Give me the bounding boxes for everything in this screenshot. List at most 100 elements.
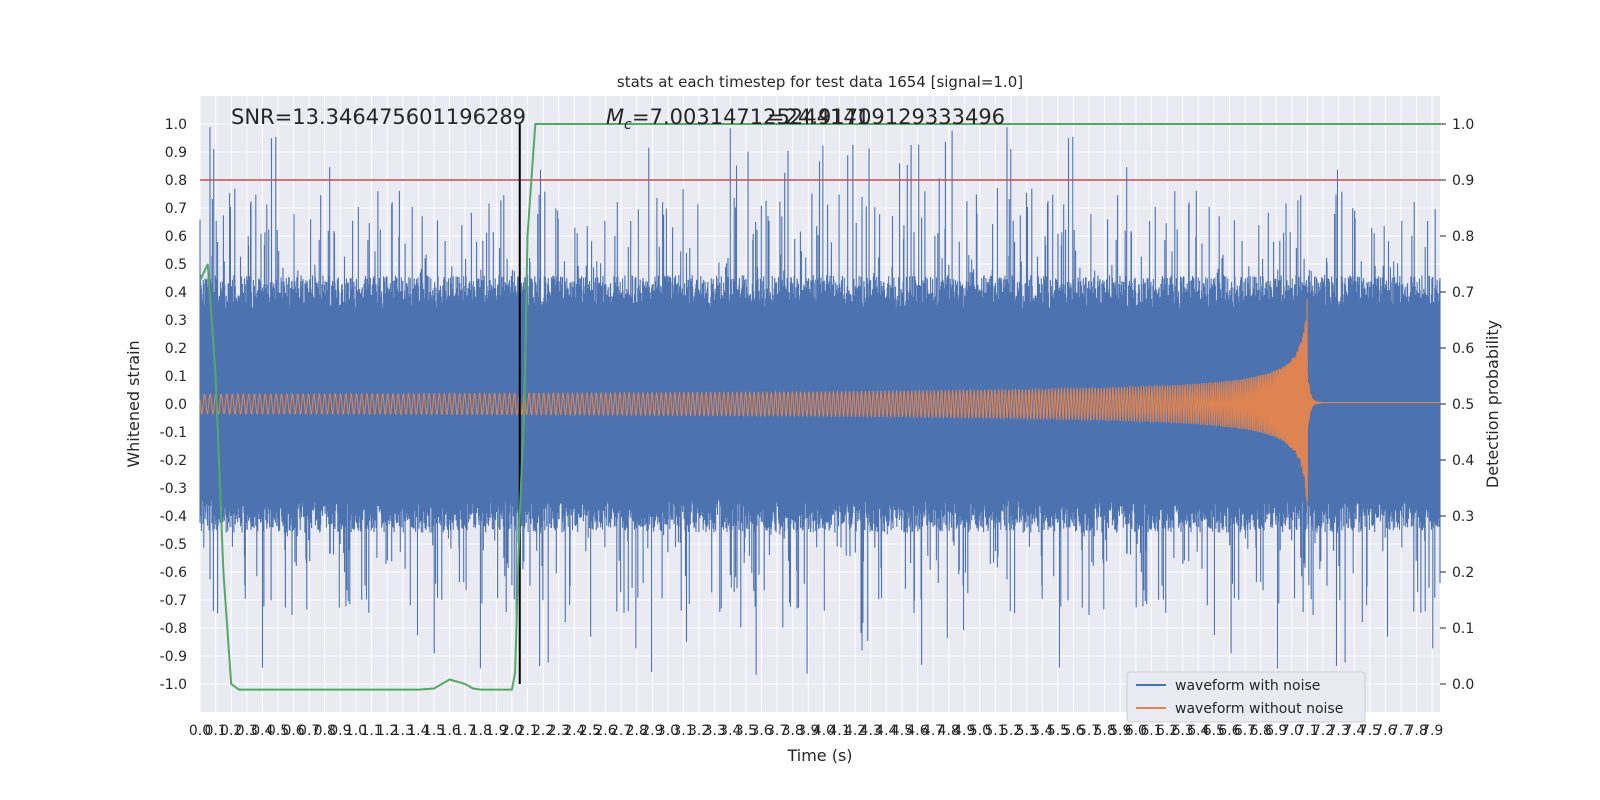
- y-tick-label-left: -0.8: [160, 621, 187, 637]
- x-tick-label: 0.3: [236, 723, 258, 739]
- x-tick-label: 7.0: [1281, 723, 1303, 739]
- x-tick-label: 0.0: [189, 723, 211, 739]
- x-tick-label: 6.3: [1172, 723, 1194, 739]
- x-tick-label: 1.5: [423, 723, 445, 739]
- y-tick-label-right: 0.9: [1452, 173, 1474, 189]
- x-tick-label: 1.3: [392, 723, 414, 739]
- x-tick-label: 3.6: [750, 723, 772, 739]
- x-tick-label: 1.0: [345, 723, 367, 739]
- x-tick-label: 3.2: [688, 723, 710, 739]
- x-tick-label: 5.7: [1078, 723, 1100, 739]
- y-tick-label-right: 0.0: [1452, 677, 1474, 693]
- x-tick-label: 0.2: [220, 723, 242, 739]
- x-tick-label: 3.4: [719, 723, 741, 739]
- x-tick-label: 5.0: [969, 723, 991, 739]
- x-tick-label: 6.7: [1234, 723, 1256, 739]
- y-tick-label-right: 0.6: [1452, 341, 1474, 357]
- x-tick-label: 1.7: [454, 723, 476, 739]
- x-tick-label: 3.7: [766, 723, 788, 739]
- x-tick-label: 2.0: [501, 723, 523, 739]
- x-tick-label: 5.5: [1047, 723, 1069, 739]
- x-tick-label: 1.4: [407, 723, 429, 739]
- chirp-trace: [199, 299, 1440, 504]
- x-tick-label: 2.9: [641, 723, 663, 739]
- y-tick-label-right: 0.5: [1452, 397, 1474, 413]
- x-tick-label: 5.1: [984, 723, 1006, 739]
- y-tick-label-left: 0.9: [165, 145, 187, 161]
- legend: waveform with noise waveform without noi…: [1126, 671, 1366, 723]
- x-tick-label: 0.1: [204, 723, 226, 739]
- x-tick-label: 2.3: [548, 723, 570, 739]
- detection-probability-line: [199, 123, 1440, 691]
- x-tick-label: 6.9: [1265, 723, 1287, 739]
- x-tick-label: 2.4: [563, 723, 585, 739]
- y-tick-label-left: 0.6: [165, 229, 187, 245]
- y-tick-label-left: -0.3: [160, 481, 187, 497]
- y-tick-label-left: 0.5: [165, 257, 187, 273]
- y-tick-label-right: 1.0: [1452, 117, 1474, 133]
- y-tick-label-right: 0.8: [1452, 229, 1474, 245]
- y-tick-label-left: 0.2: [165, 341, 187, 357]
- ticks: 0.00.10.20.30.40.50.60.70.80.91.01.11.21…: [160, 117, 1475, 739]
- overlap-annotation: =24.91709129333496: [767, 105, 1005, 129]
- x-tick-label: 0.6: [282, 723, 304, 739]
- y-tick-label-left: -0.2: [160, 453, 187, 469]
- y-tick-label-left: -0.9: [160, 649, 187, 665]
- x-tick-label: 4.9: [953, 723, 975, 739]
- x-tick-label: 5.2: [1000, 723, 1022, 739]
- x-tick-label: 2.8: [626, 723, 648, 739]
- y-tick-label-right: 0.7: [1452, 285, 1474, 301]
- y-tick-label-right: 0.1: [1452, 621, 1474, 637]
- x-tick-label: 6.0: [1125, 723, 1147, 739]
- snr-annotation: SNR=13.346475601196289: [231, 105, 526, 129]
- x-tick-label: 4.2: [844, 723, 866, 739]
- chirp-mass-annotation: M c =7.003147125244141: [606, 105, 870, 133]
- x-tick-label: 7.4: [1343, 723, 1365, 739]
- overlays: [199, 123, 1440, 691]
- x-tick-label: 4.8: [938, 723, 960, 739]
- x-tick-label: 2.6: [594, 723, 616, 739]
- chart-title: stats at each timestep for test data 165…: [617, 73, 1023, 91]
- x-tick-label: 5.4: [1031, 723, 1053, 739]
- x-tick-label: 4.5: [891, 723, 913, 739]
- mc-value: =7.003147125244141: [632, 105, 870, 129]
- x-tick-label: 3.1: [672, 723, 694, 739]
- y-tick-label-left: -0.1: [160, 425, 187, 441]
- y-tick-label-left: -0.4: [160, 509, 187, 525]
- x-tick-label: 4.3: [860, 723, 882, 739]
- y-tick-label-right: 0.4: [1452, 453, 1474, 469]
- x-tick-label: 7.8: [1405, 723, 1427, 739]
- x-tick-label: 1.1: [360, 723, 382, 739]
- x-tick-label: 2.7: [610, 723, 632, 739]
- x-tick-label: 0.7: [298, 723, 320, 739]
- x-tick-label: 3.5: [735, 723, 757, 739]
- x-tick-label: 6.2: [1156, 723, 1178, 739]
- x-tick-label: 4.1: [828, 723, 850, 739]
- x-tick-label: 3.9: [797, 723, 819, 739]
- legend-frame: [1126, 671, 1366, 723]
- y-tick-label-left: -1.0: [160, 677, 187, 693]
- x-tick-label: 3.8: [782, 723, 804, 739]
- x-tick-label: 6.6: [1218, 723, 1240, 739]
- x-tick-label: 3.3: [704, 723, 726, 739]
- x-tick-label: 6.8: [1249, 723, 1271, 739]
- x-tick-label: 7.7: [1390, 723, 1412, 739]
- y-tick-label-left: 1.0: [165, 117, 187, 133]
- series-waveform-without-noise: [199, 299, 1440, 504]
- x-tick-label: 4.0: [813, 723, 835, 739]
- x-tick-label: 2.2: [532, 723, 554, 739]
- x-axis-label: Time (s): [786, 746, 852, 765]
- x-tick-label: 5.8: [1094, 723, 1116, 739]
- x-tick-label: 6.4: [1187, 723, 1209, 739]
- y-tick-label-left: 0.8: [165, 173, 187, 189]
- y-axis-label-left: Whitened strain: [124, 340, 143, 467]
- x-tick-label: 7.6: [1374, 723, 1396, 739]
- x-tick-label: 5.3: [1016, 723, 1038, 739]
- x-tick-label: 6.5: [1203, 723, 1225, 739]
- y-tick-label-left: -0.5: [160, 537, 187, 553]
- x-tick-label: 5.6: [1062, 723, 1084, 739]
- x-tick-label: 0.8: [314, 723, 336, 739]
- x-tick-label: 1.8: [470, 723, 492, 739]
- x-tick-label: 4.4: [875, 723, 897, 739]
- y-tick-label-right: 0.2: [1452, 565, 1474, 581]
